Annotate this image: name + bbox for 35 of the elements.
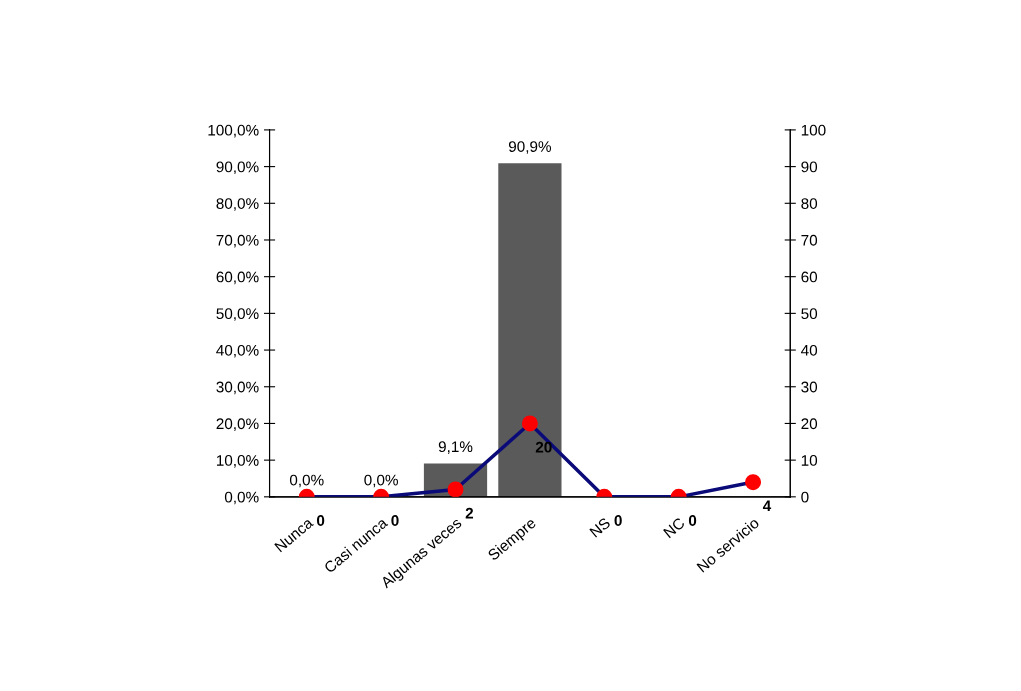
data-label: 20 [535,441,552,453]
y-tick-label: 0,0% [224,491,259,505]
data-label: 90,9% [508,141,552,154]
y2-tick-label: 50 [801,308,818,320]
y-tick-label: 20,0% [216,418,259,431]
y2-tick-label: 20 [801,418,818,430]
y-tick-label: 40,0% [216,344,259,358]
y-tick-label: 70,0% [216,234,259,248]
data-label: 0 [614,515,622,526]
data-label: 4 [762,500,772,512]
y2-tick-label: 100 [801,124,826,136]
y-tick-label: 50,0% [216,308,259,321]
data-label: 0 [391,515,399,526]
data-label: 0 [688,515,697,526]
data-label: 0 [316,515,325,526]
data-label: 0,0% [289,474,324,488]
data-label: 0,0% [364,474,398,488]
y-tick-label: 90,0% [216,161,259,175]
x-tick-label: NS [589,517,611,538]
y2-tick-label: 30 [801,381,818,393]
y2-tick-label: 40 [801,344,818,356]
y2-tick-label: 90 [801,161,818,173]
y2-tick-label: 0 [801,491,809,503]
data-label: 2 [465,507,474,519]
y-tick-label: 10,0% [216,455,259,468]
y-tick-label: 30,0% [216,381,259,395]
y-tick-label: 60,0% [216,271,259,285]
y-tick-label: 80,0% [216,198,259,211]
y2-tick-label: 70 [801,234,818,246]
data-label: 9,1% [438,441,473,454]
y-tick-label: 100,0% [208,124,259,138]
y2-tick-label: 80 [801,198,818,209]
y2-tick-label: 10 [801,455,818,466]
y2-tick-label: 60 [801,271,818,283]
x-tick-label: NC [662,516,686,539]
